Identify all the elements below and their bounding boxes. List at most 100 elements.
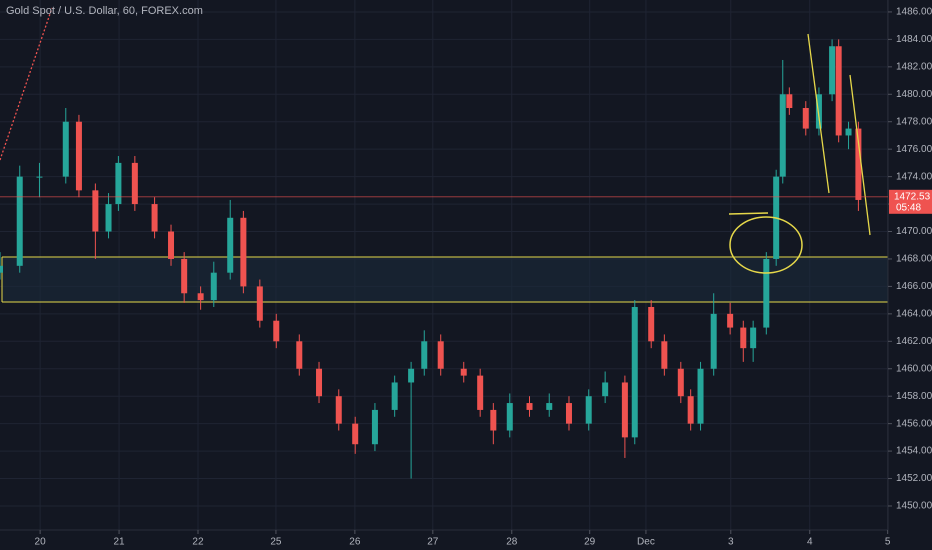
x-tick-label: 26: [349, 537, 361, 548]
y-tick-label: 1480.00: [896, 89, 932, 100]
y-tick-label: 1470.00: [896, 226, 932, 237]
candle-body: [697, 368, 704, 424]
candle-body: [585, 396, 592, 424]
x-tick-label: 5: [885, 537, 891, 548]
y-tick-label: 1462.00: [896, 336, 932, 347]
candle-body: [490, 409, 497, 431]
y-tick-label: 1474.00: [896, 171, 932, 182]
candle-body: [506, 403, 513, 431]
y-tick-label: 1464.00: [896, 308, 932, 319]
candle-body: [802, 108, 809, 129]
candle-body: [437, 341, 444, 369]
candle-body: [477, 375, 484, 410]
y-tick-label: 1458.00: [896, 391, 932, 402]
last-price-label: 1472.53: [894, 191, 931, 202]
candles: [0, 39, 862, 479]
candle-body: [316, 368, 323, 397]
candle-body: [815, 94, 822, 129]
candle-body: [168, 231, 175, 259]
y-tick-label: 1460.00: [896, 363, 932, 374]
candle-body: [740, 327, 747, 349]
y-tick-label: 1466.00: [896, 281, 932, 292]
y-tick-label: 1484.00: [896, 34, 932, 45]
candle-body: [92, 190, 99, 232]
candle-body: [240, 217, 247, 287]
y-tick-label: 1482.00: [896, 61, 932, 72]
candle-body: [352, 423, 359, 445]
candle-body: [845, 128, 852, 136]
candle-body: [710, 313, 717, 369]
y-tick-label: 1452.00: [896, 473, 932, 484]
x-tick-label: 25: [270, 537, 282, 548]
drawing-circle: [729, 216, 803, 274]
drawing-line: [728, 212, 769, 215]
candle-body: [750, 327, 757, 349]
candle-body: [855, 128, 862, 200]
candle-body: [210, 272, 217, 301]
zone-fill: [2, 257, 888, 302]
x-tick-label: 27: [427, 537, 439, 548]
candle-body: [151, 204, 158, 232]
candle-body: [105, 204, 112, 232]
chart-title: Gold Spot / U.S. Dollar, 60, FOREX.com: [6, 5, 203, 17]
candle-body: [829, 46, 836, 95]
x-tick-label: 4: [807, 537, 813, 548]
y-tick-label: 1486.00: [896, 7, 932, 18]
x-tick-label: 3: [728, 537, 734, 548]
candle-body: [371, 409, 378, 445]
candle-body: [131, 162, 138, 205]
candle-body: [256, 286, 263, 321]
candle-body: [0, 265, 3, 273]
trend-line: [0, 7, 53, 161]
candle-body: [227, 217, 234, 273]
last-price-box: [889, 189, 932, 214]
candle-body: [631, 306, 638, 438]
candle-body: [661, 341, 668, 369]
candle-body: [786, 94, 793, 109]
candle-body: [835, 46, 842, 136]
candle-body: [546, 403, 553, 410]
candle-body: [75, 121, 82, 191]
y-tick-label: 1478.00: [896, 116, 932, 127]
candle-body: [408, 368, 415, 383]
drawing-line: [807, 33, 830, 194]
x-tick-label: 22: [192, 537, 204, 548]
countdown-label: 05:48: [896, 202, 921, 213]
y-tick-label: 1454.00: [896, 446, 932, 457]
candle-body: [677, 368, 684, 397]
y-tick-label: 1450.00: [896, 501, 932, 512]
candle-body: [602, 382, 609, 397]
candle-body: [421, 341, 428, 369]
x-tick-label: Dec: [637, 537, 655, 548]
candle-body: [273, 320, 280, 342]
candle-body: [621, 382, 628, 438]
candle-body: [779, 94, 786, 177]
x-tick-label: 28: [506, 537, 518, 548]
candle-body: [460, 368, 467, 376]
candle-body: [296, 341, 303, 369]
x-tick-label: 21: [113, 537, 125, 548]
x-tick-label: 29: [584, 537, 596, 548]
candle-body: [763, 258, 770, 328]
candle-body: [197, 293, 204, 301]
candle-body: [36, 176, 43, 178]
candle-body: [648, 306, 655, 342]
x-tick-label: 20: [35, 537, 47, 548]
candle-body: [391, 382, 398, 410]
candle-body: [62, 121, 69, 177]
drawing-line: [849, 74, 871, 236]
y-tick-label: 1468.00: [896, 254, 932, 265]
candle-body: [687, 396, 694, 424]
candle-body: [526, 403, 533, 410]
candle-body: [181, 258, 188, 294]
candle-body: [727, 313, 734, 328]
y-tick-label: 1476.00: [896, 144, 932, 155]
y-tick-label: 1456.00: [896, 418, 932, 429]
candle-body: [16, 176, 23, 266]
candle-body: [335, 396, 342, 424]
candle-body: [565, 403, 572, 424]
candle-body: [115, 162, 122, 205]
